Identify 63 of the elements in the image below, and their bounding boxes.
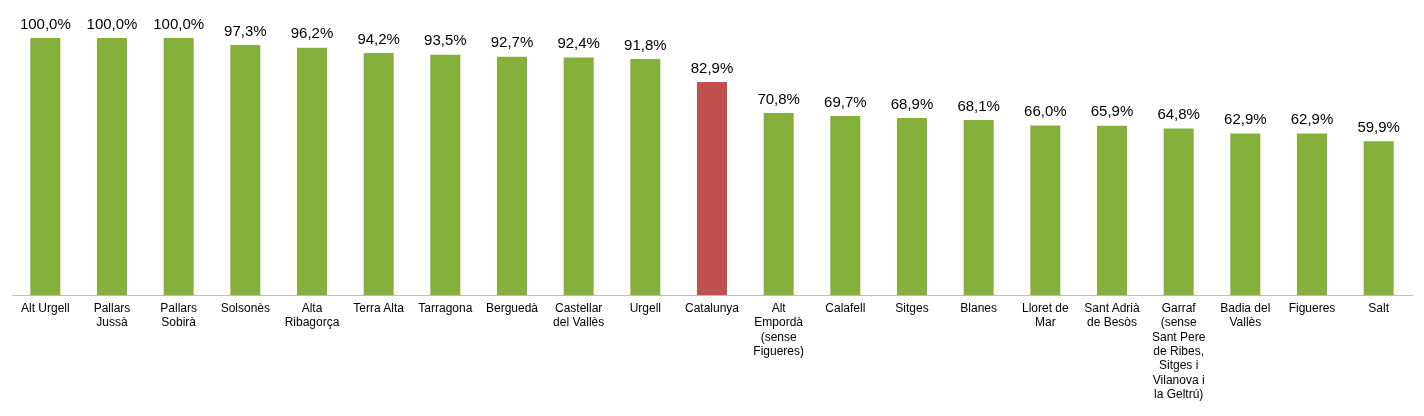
bar: [1230, 133, 1261, 296]
bar: [830, 115, 861, 296]
data-label: 100,0%: [153, 14, 205, 32]
bar: [897, 117, 927, 296]
x-tick-label: Figueres: [1288, 300, 1336, 315]
x-tick-label: Pallars Sobirà: [160, 300, 198, 330]
x-tick-label: Alt Urgell: [20, 300, 70, 315]
bar: [30, 38, 61, 296]
data-label: 68,1%: [957, 96, 1000, 114]
bar: [363, 52, 394, 296]
bar: [497, 56, 527, 296]
bar: [763, 113, 794, 296]
x-tick-label: Calafell: [825, 300, 866, 315]
x-tick-label: Sitges: [895, 300, 929, 315]
x-tick-label: Alt Empordà (sense Figueres): [753, 300, 805, 358]
bar: [230, 44, 261, 296]
x-tick-label: Berguedà: [485, 300, 539, 315]
bar: [97, 38, 127, 296]
x-tick-label: Urgell: [629, 300, 662, 315]
bar: [1363, 141, 1394, 296]
data-label: 62,9%: [1224, 110, 1267, 128]
x-tick-label: Solsonès: [220, 300, 271, 315]
x-tick-label: Castellar del Vallès: [553, 300, 605, 330]
bar: [1097, 125, 1127, 296]
x-tick-label: Sant Adrià de Besòs: [1084, 300, 1141, 330]
data-label: 70,8%: [757, 89, 800, 107]
bar: [563, 57, 594, 296]
x-tick-label: Badia del Vallès: [1220, 300, 1271, 330]
x-tick-label: Pallars Jussà: [93, 300, 131, 330]
bar: [630, 59, 661, 296]
x-tick-label: Tarragona: [418, 300, 473, 315]
data-label: 68,9%: [890, 94, 934, 112]
x-tick-label: Salt: [1368, 300, 1390, 315]
bar: [163, 38, 194, 296]
x-tick-label: Alta Ribagorça: [284, 300, 340, 330]
data-label: 100,0%: [19, 14, 71, 32]
x-tick-label: Blanes: [960, 300, 998, 315]
bar: [430, 54, 461, 296]
data-label: 59,9%: [1357, 117, 1400, 135]
data-label: 69,7%: [824, 92, 867, 110]
data-label: 92,7%: [490, 33, 534, 51]
x-tick-label: Garraf (sense Sant Pere de Ribes, Sitges i Vilanova i la Geltrú): [1151, 300, 1206, 402]
data-label: 66,0%: [1024, 102, 1067, 120]
data-label: 94,2%: [357, 29, 400, 47]
bar: [1297, 133, 1327, 296]
data-label: 62,9%: [1290, 110, 1334, 128]
data-label: 91,8%: [624, 35, 667, 53]
data-label: 82,9%: [690, 58, 734, 76]
data-label: 100,0%: [86, 14, 138, 32]
data-label: 65,9%: [1090, 102, 1134, 120]
x-tick-label: Catalunya: [684, 300, 740, 315]
bar: [297, 47, 327, 296]
bar: [1030, 125, 1061, 296]
data-label: 64,8%: [1157, 105, 1200, 123]
bar: [963, 120, 994, 296]
bar: [697, 81, 727, 296]
data-label: 97,3%: [224, 21, 267, 39]
data-label: 93,5%: [424, 31, 467, 49]
data-label: 96,2%: [290, 24, 334, 42]
x-tick-label: Lloret de Mar: [1021, 300, 1070, 330]
x-tick-label: Terra Alta: [353, 300, 405, 315]
bar: [1163, 128, 1194, 296]
data-label: 92,4%: [557, 34, 600, 52]
